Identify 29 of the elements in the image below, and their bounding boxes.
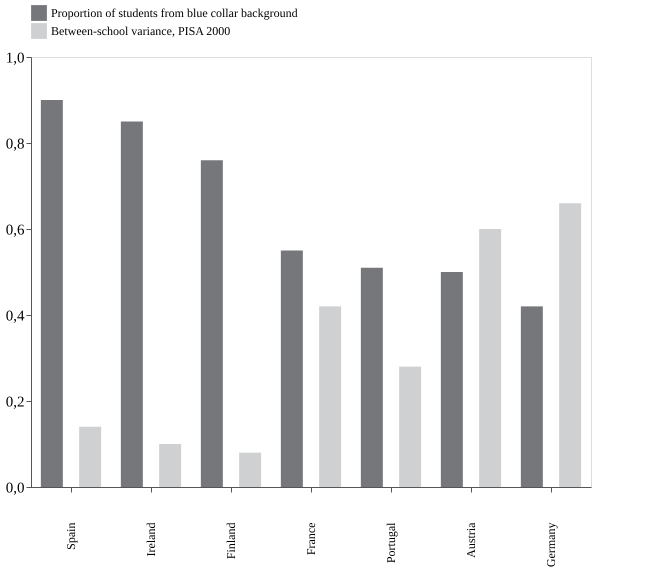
x-tick-label: Portugal — [384, 522, 398, 564]
bar — [239, 452, 262, 487]
bar — [520, 306, 543, 487]
bar — [479, 229, 502, 487]
legend-label: Proportion of students from blue collar background — [51, 6, 298, 20]
bar — [79, 426, 102, 487]
bar — [319, 306, 342, 487]
x-tick-label: Ireland — [144, 522, 158, 556]
bar — [440, 272, 463, 487]
bar — [559, 203, 582, 487]
bar — [159, 444, 182, 487]
y-tick-label: 1,0 — [6, 50, 24, 66]
bar — [280, 250, 303, 487]
x-tick-label: Spain — [64, 522, 78, 550]
bar — [200, 160, 223, 487]
x-tick-label: Germany — [544, 522, 558, 568]
y-tick-label: 0,8 — [6, 136, 24, 152]
y-tick-label: 0,2 — [6, 394, 24, 410]
x-tick-label: Austria — [464, 522, 478, 558]
bar — [120, 122, 143, 487]
y-tick-label: 0,4 — [6, 308, 25, 324]
y-tick-label: 0,0 — [6, 480, 24, 496]
legend-label: Between-school variance, PISA 2000 — [51, 24, 230, 38]
y-tick-label: 0,6 — [6, 222, 25, 238]
x-tick-label: France — [304, 522, 318, 556]
bar — [40, 100, 63, 487]
bar — [360, 268, 383, 487]
x-tick-label: Finland — [224, 522, 238, 560]
bar — [399, 366, 422, 487]
